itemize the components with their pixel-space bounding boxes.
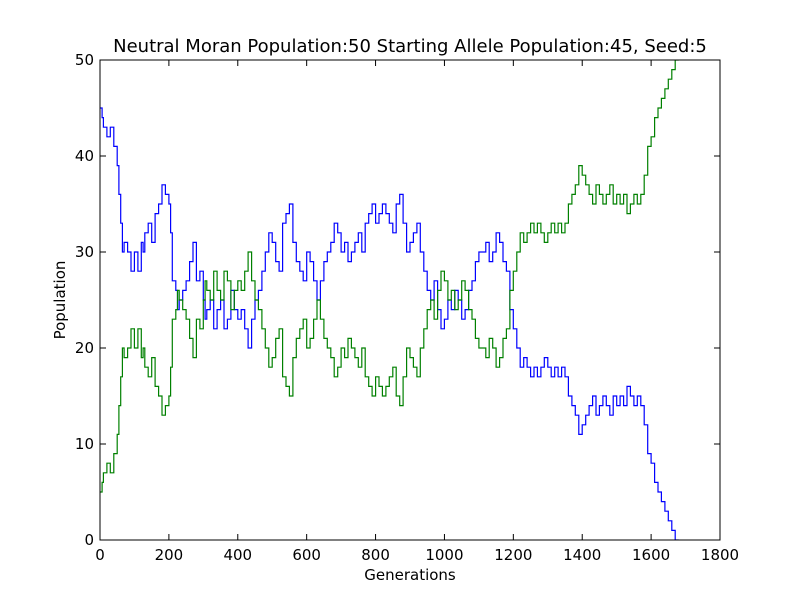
y-tick-label: 10	[75, 435, 94, 453]
x-tick-label: 1600	[632, 546, 670, 564]
x-axis: 0 200 400 600 800 1000 1200 1400 1600 1800	[95, 60, 739, 564]
series-line-green	[100, 60, 679, 493]
x-tick-label: 0	[95, 546, 105, 564]
chart-title: Neutral Moran Population:50 Starting All…	[113, 36, 707, 57]
y-tick-label: 20	[75, 339, 94, 357]
y-tick-label: 50	[75, 51, 94, 69]
x-tick-label: 1200	[494, 546, 532, 564]
y-tick-label: 30	[75, 243, 94, 261]
y-axis: 0 10 20 30 40 50	[75, 51, 720, 549]
x-tick-label: 400	[223, 546, 252, 564]
x-tick-label: 1000	[425, 546, 463, 564]
y-axis-label: Population	[51, 261, 69, 340]
x-axis-label: Generations	[364, 566, 456, 584]
x-tick-label: 200	[155, 546, 184, 564]
series-line-blue	[100, 107, 679, 540]
x-tick-label: 1800	[701, 546, 739, 564]
plot-frame	[99, 59, 721, 541]
x-tick-label: 800	[361, 546, 390, 564]
y-tick-label: 40	[75, 147, 94, 165]
x-tick-label: 600	[292, 546, 321, 564]
y-tick-label: 0	[84, 531, 94, 549]
x-tick-label: 1400	[563, 546, 601, 564]
